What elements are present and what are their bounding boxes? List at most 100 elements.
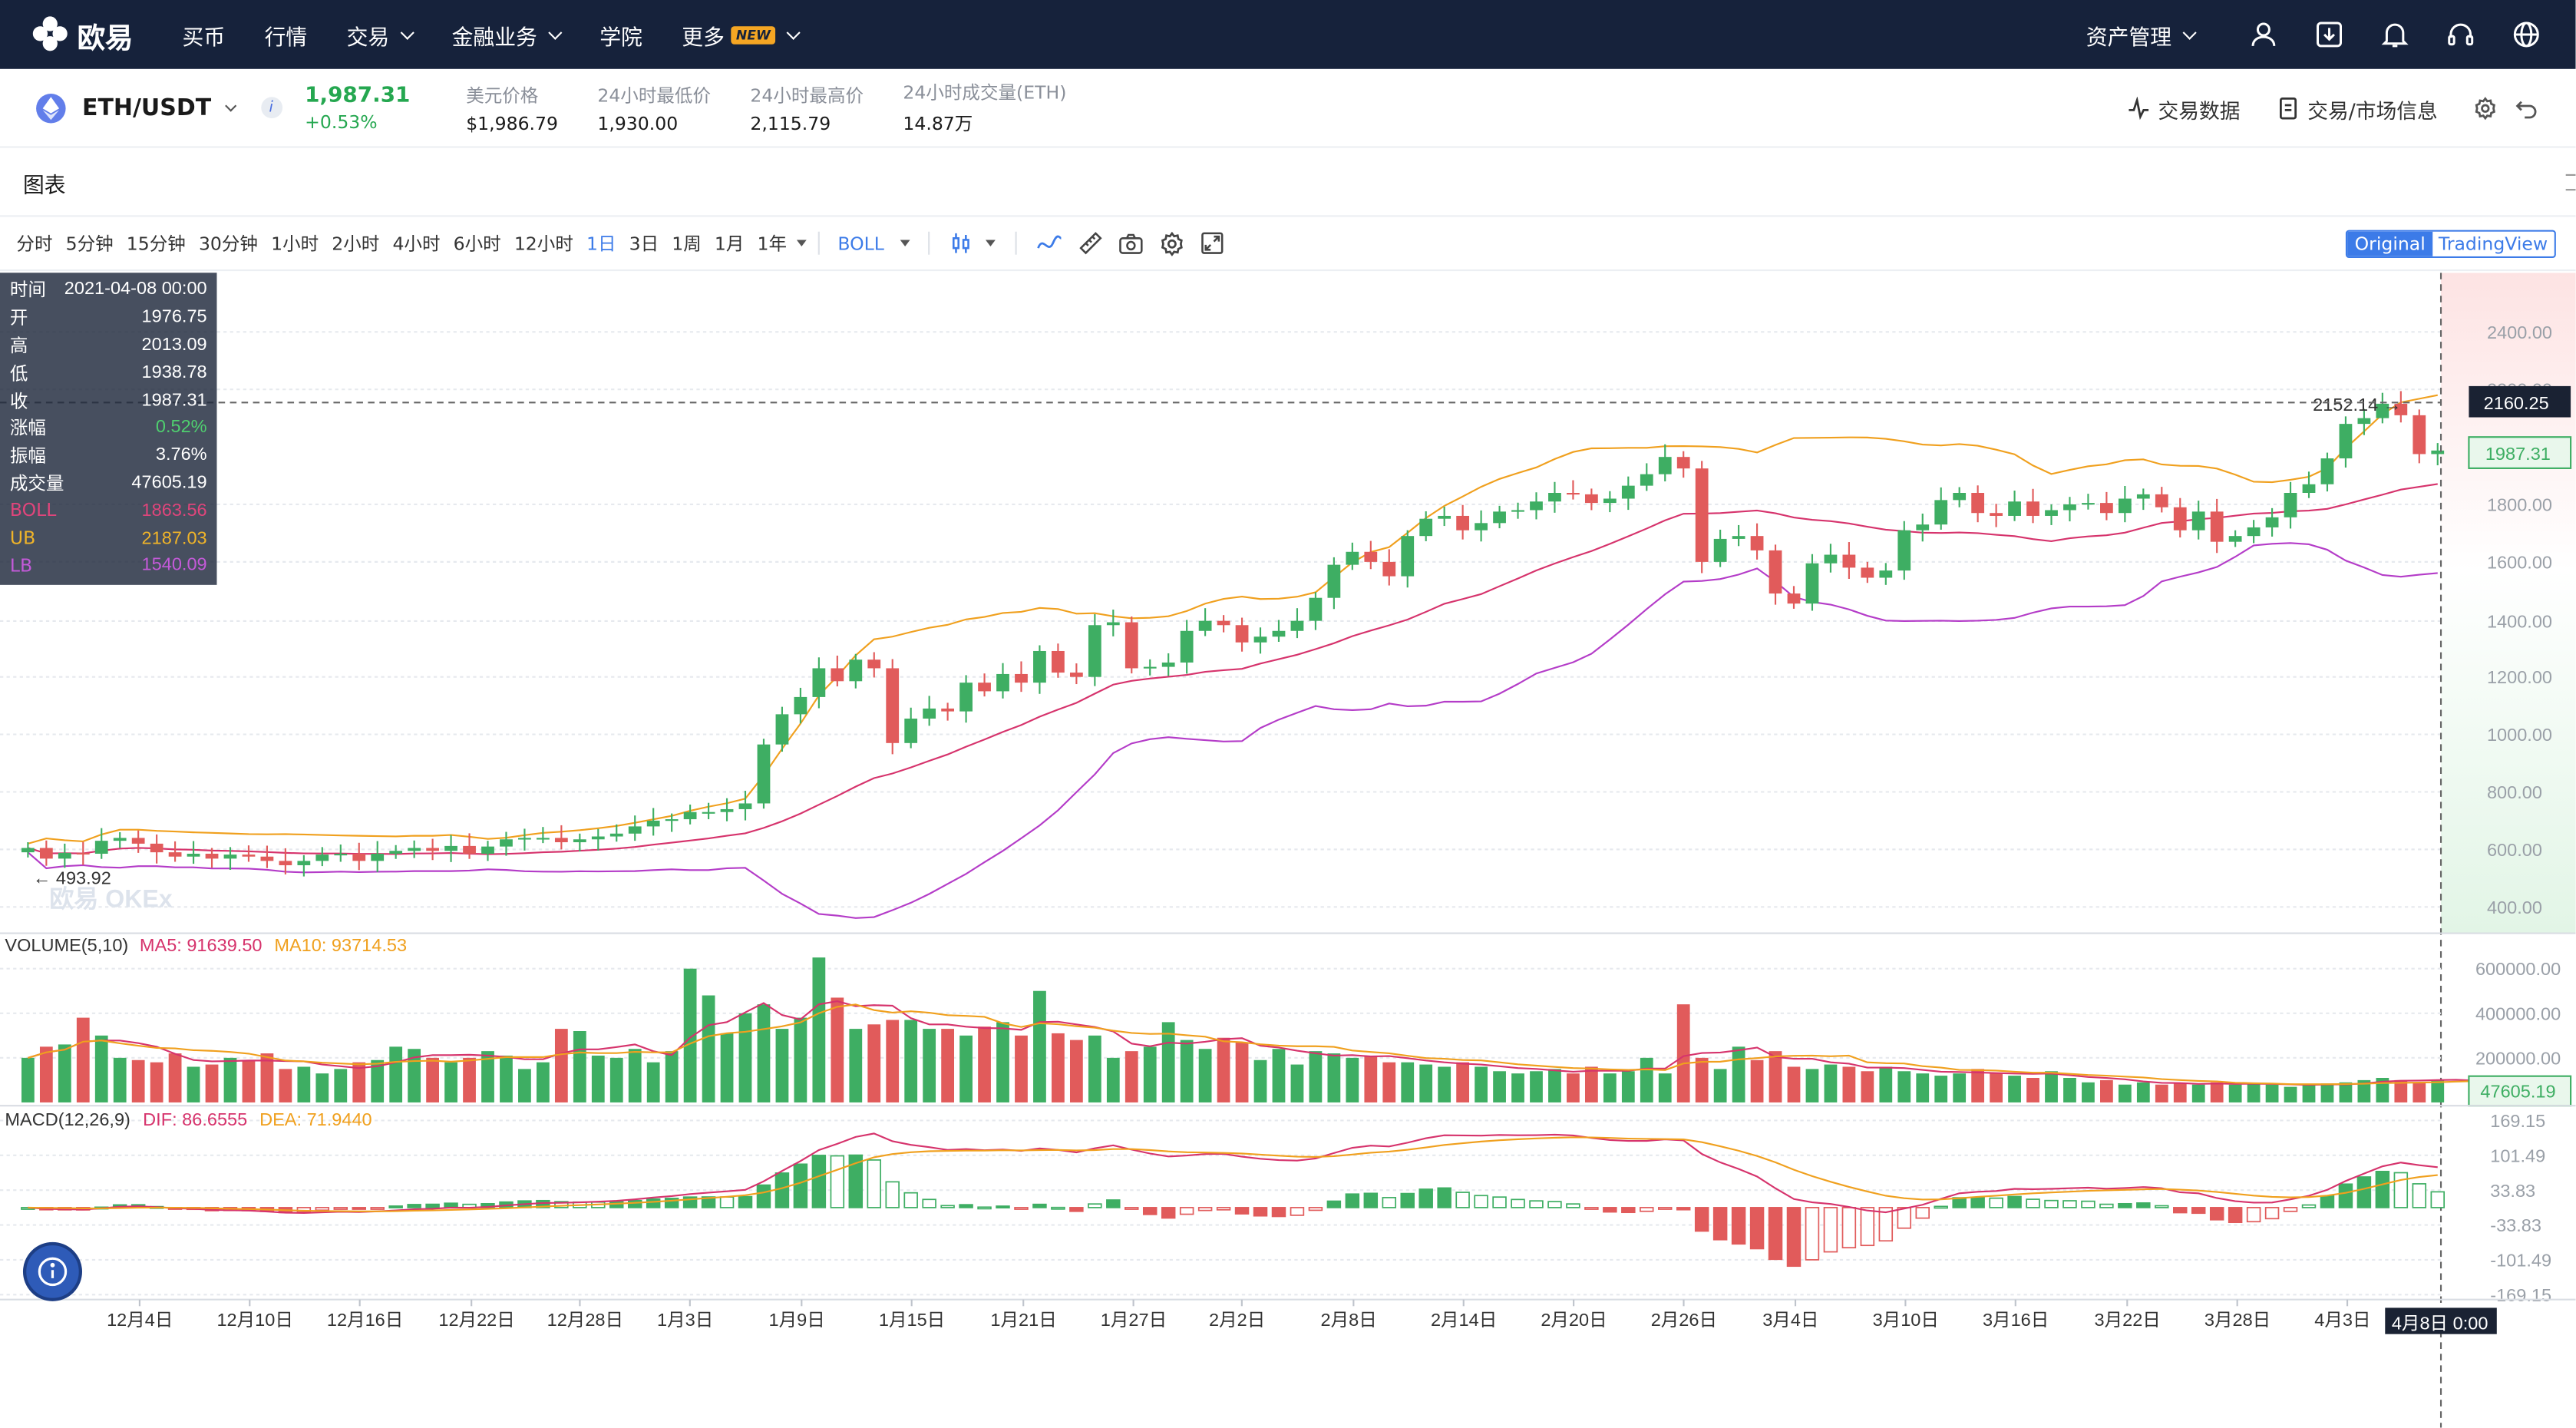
bell-icon[interactable] (2362, 0, 2428, 69)
caret-down-icon[interactable] (796, 240, 807, 247)
view-original-button[interactable]: Original (2348, 231, 2432, 256)
candle-body (2082, 503, 2095, 505)
x-tick-label: 12月28日 (547, 1310, 623, 1330)
macd-histogram-bar (2191, 1207, 2206, 1215)
macd-histogram-bar (1400, 1192, 1415, 1208)
timeframe-6h[interactable]: 6小时 (453, 233, 501, 255)
volume-bar (352, 1062, 366, 1102)
volume-bar (1805, 1069, 1819, 1102)
candle-body (1475, 523, 1488, 531)
timeframe-4h[interactable]: 4小时 (392, 233, 441, 255)
macd-histogram-bar (315, 1207, 330, 1211)
volume-bar (1069, 1040, 1083, 1102)
timeframe-3d[interactable]: 3日 (629, 233, 659, 255)
pair-name: ETH/USDT (82, 94, 212, 121)
macd-histogram-bar (1511, 1198, 1525, 1208)
volume-bar (279, 1069, 292, 1102)
candle-body (1161, 662, 1175, 667)
macd-histogram-bar (1142, 1207, 1158, 1215)
volume-bar (2376, 1077, 2389, 1102)
globe-icon[interactable] (2494, 0, 2560, 69)
macd-histogram-bar (996, 1205, 1010, 1209)
timeframe-1y[interactable]: 1年 (757, 233, 788, 255)
view-tradingview-button[interactable]: TradingView (2432, 231, 2555, 256)
settings-button[interactable] (2474, 97, 2505, 121)
crosshair-price-box (2469, 385, 2571, 418)
volume-bar (2008, 1076, 2021, 1102)
candle-body (794, 696, 807, 715)
candle-body (1290, 620, 1304, 631)
volume-bar (187, 1066, 200, 1102)
volume-tick-label: 600000.00 (2475, 959, 2561, 979)
volume-bar (39, 1046, 53, 1102)
gear-icon (1161, 230, 1184, 256)
volume-bar (389, 1046, 403, 1102)
chart-settings-button[interactable] (1160, 230, 1184, 256)
nav-item-academy[interactable]: 学院 (599, 19, 642, 50)
candle-body (1695, 468, 1709, 562)
indicator-selector[interactable]: BOLL (837, 233, 911, 254)
volume-bar (1272, 1049, 1286, 1102)
ohlc-value: 1987.31 (141, 390, 207, 411)
timeframe-1d[interactable]: 1日 (586, 233, 616, 255)
ohlc-key: LB (9, 555, 33, 577)
volume-bar (720, 1033, 734, 1102)
volume-bar (1511, 1073, 1524, 1102)
ohlc-key: 振幅 (9, 445, 46, 468)
reset-button[interactable] (2515, 97, 2546, 120)
candle-body (591, 836, 605, 840)
timeframe-5m[interactable]: 5分钟 (65, 233, 114, 255)
line-tool-button[interactable] (1037, 233, 1063, 253)
candle-body (426, 848, 439, 851)
asset-management-menu[interactable]: 资产管理 (2086, 19, 2197, 50)
volume-bar (463, 1057, 476, 1102)
volume-bar (959, 1035, 973, 1102)
volume-bar (1401, 1062, 1415, 1102)
price-chart[interactable]: 2400.002200.001800.001600.001400.001200.… (0, 273, 2576, 1428)
volume-bar (941, 1029, 955, 1102)
nav-item-buy[interactable]: 买币 (183, 19, 226, 50)
timeframe-1m-line[interactable]: 分时 (16, 233, 53, 255)
menu-icon[interactable] (2565, 174, 2576, 191)
volume-bar (1530, 1071, 1543, 1102)
macd-histogram-bar (774, 1172, 790, 1208)
download-icon[interactable] (2297, 0, 2363, 69)
timeframe-2h[interactable]: 2小时 (332, 233, 380, 255)
timeframe-1mo[interactable]: 1月 (714, 233, 745, 255)
headset-icon[interactable] (2428, 0, 2494, 69)
stat-24h-low: 24小时最低价 1,930.00 (597, 81, 711, 134)
timeframe-12h[interactable]: 12小时 (514, 233, 573, 255)
candle-type-button[interactable] (950, 232, 996, 255)
candle-body (1750, 536, 1764, 550)
candle-body (1069, 673, 1083, 677)
logo[interactable]: 欧易 (32, 14, 133, 55)
screenshot-button[interactable] (1119, 233, 1144, 254)
info-icon[interactable]: i (260, 97, 282, 119)
macd-histogram-bar (1878, 1207, 1894, 1242)
trade-data-button[interactable]: 交易数据 (2127, 93, 2240, 124)
fullscreen-button[interactable] (1201, 232, 1224, 255)
watermark: 欧易 OKEx (49, 884, 173, 912)
nav-item-finance[interactable]: 金融业务 (452, 19, 563, 50)
macd-histogram-bar (1290, 1207, 1305, 1216)
undo-icon (2515, 101, 2537, 119)
volume-bar (1842, 1066, 1856, 1102)
macd-tick-label: 169.15 (2490, 1111, 2545, 1131)
timeframe-1h[interactable]: 1小时 (271, 233, 319, 255)
candle-body (1198, 620, 1212, 631)
nav-item-market[interactable]: 行情 (265, 19, 308, 50)
price-tick-label: 2400.00 (2487, 322, 2552, 342)
timeframe-1w[interactable]: 1周 (672, 233, 702, 255)
pair-selector[interactable]: ETH/USDT (36, 92, 236, 123)
price-tick-label: 1200.00 (2487, 667, 2552, 687)
ruler-button[interactable] (1079, 232, 1103, 255)
market-info-button[interactable]: 交易/市场信息 (2277, 93, 2438, 124)
x-tick-label: 3月16日 (1983, 1310, 2049, 1330)
nav-item-more[interactable]: 更多 NEW (682, 19, 801, 50)
trend-line-icon (1037, 235, 1062, 249)
user-icon[interactable] (2231, 0, 2297, 69)
timeframe-15m[interactable]: 15分钟 (126, 233, 186, 255)
nav-item-trade[interactable]: 交易 (347, 19, 414, 50)
timeframe-30m[interactable]: 30分钟 (198, 233, 258, 255)
floating-info-button[interactable] (22, 1241, 83, 1301)
